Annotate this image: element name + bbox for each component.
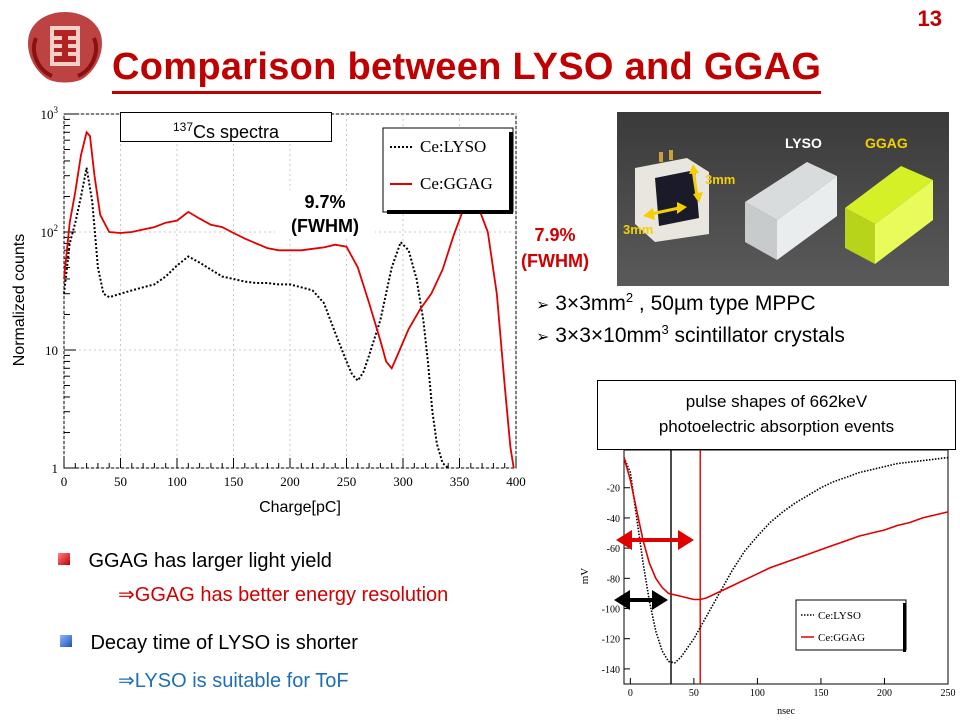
y-tick-label: 103 <box>41 105 59 122</box>
red-square-bullet-icon <box>58 553 70 565</box>
crystal-photo: LYSO GGAG 3mm 3mm <box>617 112 949 286</box>
pulse-y-tick-label: -100 <box>602 605 620 616</box>
pulse-y-tick-label: -60 <box>607 544 620 555</box>
legend-label-lyso: Ce:LYSO <box>420 137 486 156</box>
x-tick-label: 0 <box>61 474 68 489</box>
x-tick-label: 200 <box>280 474 300 489</box>
pulse-x-tick-label: 200 <box>877 688 892 699</box>
pulse-y-tick-label: -20 <box>607 484 620 495</box>
spec-crystal-text: 3×3×10mm3 scintillator crystals <box>555 322 845 347</box>
pulse-x-tick-label: 150 <box>813 688 828 699</box>
pulse-y-tick-label: -120 <box>602 635 620 646</box>
conclusion-2-text: Decay time of LYSO is shorter <box>90 632 358 654</box>
pulse-legend-label-ggag: Ce:GGAG <box>818 632 865 644</box>
x-tick-label: 150 <box>224 474 244 489</box>
legend-label-ggag: Ce:GGAG <box>420 174 493 193</box>
spec-mppc-text: 3×3mm2 , 50µm type MPPC <box>555 290 816 315</box>
photo-lyso-label: LYSO <box>785 135 822 151</box>
cs-spectra-label: 137Cs spectra <box>120 112 332 142</box>
lyso-decay-arrow <box>614 590 668 610</box>
pulse-caption-line-2: photoelectric absorption events <box>658 417 895 436</box>
photo-dimension-horizontal: 3mm <box>623 222 653 237</box>
lyso-resolution-annotation: 9.7% (FWHM) <box>275 190 375 238</box>
series-lyso-pulse <box>623 456 949 664</box>
lyso-resolution-label: (FWHM) <box>291 216 359 236</box>
y-tick-label: 10 <box>45 343 58 358</box>
y-tick-label: 1 <box>52 461 59 476</box>
x-tick-label: 250 <box>337 474 357 489</box>
x-tick-label: 400 <box>506 474 526 489</box>
x-tick-label: 100 <box>167 474 187 489</box>
series-ggag-pulse <box>623 457 949 601</box>
pulse-y-axis-label: mV <box>579 568 591 585</box>
horizontal-dimension-arrow <box>650 206 680 216</box>
lyso-crystal <box>745 162 837 220</box>
ggag-resolution-label: (FWHM) <box>521 251 589 271</box>
spec-line-mppc: ➢ 3×3mm2 , 50µm type MPPC <box>536 290 816 316</box>
ggag-crystal <box>845 166 933 224</box>
cs-isotope-number: 137 <box>172 120 193 134</box>
pulse-legend: Ce:LYSO Ce:GGAG <box>795 599 907 652</box>
photo-dimension-vertical: 3mm <box>705 172 735 187</box>
spec-line-crystal: ➢ 3×3×10mm3 scintillator crystals <box>536 322 845 348</box>
y-tick-label: 102 <box>41 223 59 240</box>
conclusion-1-result: ⇒GGAG has better energy resolution <box>118 584 449 606</box>
pulse-caption-line-1: pulse shapes of 662keV <box>685 392 868 411</box>
pulse-x-tick-label: 0 <box>628 688 633 699</box>
photo-ggag-label: GGAG <box>865 135 908 151</box>
spectrum-ticks: 0 50 100 150 200 250 300 350 400 1 10 102 103 <box>41 105 526 489</box>
cs-spectra-text: Cs spectra <box>193 122 280 142</box>
pulse-x-tick-label: 100 <box>750 688 765 699</box>
x-tick-label: 50 <box>114 474 127 489</box>
conclusion-1: GGAG has larger light yield <box>58 550 332 573</box>
conclusion-1-text: GGAG has larger light yield <box>88 550 332 572</box>
conclusion-2: Decay time of LYSO is shorter <box>60 632 358 655</box>
pulse-y-tick-label: -40 <box>607 514 620 525</box>
spectrum-chart: 0 50 100 150 200 250 300 350 400 1 10 102 103 Ce:LYS… <box>11 105 526 516</box>
lyso-resolution-value: 9.7% <box>304 192 346 212</box>
slide-number: 13 <box>917 6 942 31</box>
spectrum-legend: Ce:LYSO Ce:GGAG <box>382 127 514 214</box>
pulse-x-tick-label: 250 <box>941 688 956 699</box>
pulse-legend-label-lyso: Ce:LYSO <box>818 610 861 622</box>
pulse-ticks: 0 50 100 150 200 250 -20 -40 -60 -80 -100 -120 -140 <box>602 484 956 699</box>
ggag-resolution-annotation: 7.9% (FWHM) <box>505 222 605 274</box>
blue-square-bullet-icon <box>60 635 72 647</box>
ggag-resolution-value: 7.9% <box>534 225 576 245</box>
conclusion-2-result: ⇒LYSO is suitable for ToF <box>118 670 349 692</box>
series-lyso-spectrum <box>63 167 449 469</box>
spectrum-x-axis-label: Charge[pC] <box>259 499 341 516</box>
university-seal-logo <box>27 12 103 83</box>
series-ggag-spectrum <box>63 130 515 469</box>
pulse-y-tick-label: -80 <box>607 574 620 585</box>
pulse-shapes-caption: pulse shapes of 662keV photoelectric abs… <box>597 380 956 450</box>
pulse-x-axis-label: nsec <box>777 706 795 717</box>
arrow-bullet-icon: ➢ <box>536 297 550 314</box>
slide-title: Comparison between LYSO and GGAG <box>112 46 822 94</box>
pulse-chart: 0 50 100 150 200 250-20-40-60-80-100-120-140 … <box>579 450 956 717</box>
arrow-bullet-icon: ➢ <box>536 329 550 346</box>
pulse-x-tick-label: 50 <box>689 688 699 699</box>
vertical-dimension-arrow <box>691 169 699 197</box>
ggag-decay-arrow <box>616 530 694 550</box>
x-tick-label: 350 <box>450 474 470 489</box>
spectrum-y-axis-label: Normalized counts <box>11 234 28 367</box>
pulse-y-tick-label: -140 <box>602 665 620 676</box>
x-tick-label: 300 <box>393 474 413 489</box>
